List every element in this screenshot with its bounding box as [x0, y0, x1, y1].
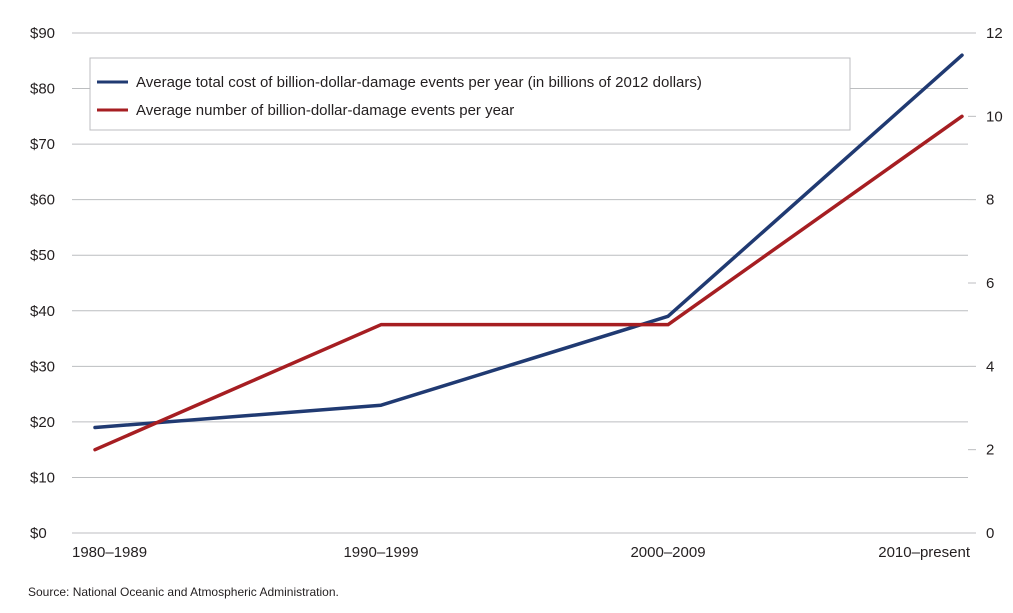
right-tick-label: 8 [986, 192, 994, 209]
right-axis-ticks: 0 2 4 6 8 10 12 [968, 25, 1003, 542]
source-note: Source: National Oceanic and Atmospheric… [28, 585, 339, 599]
right-tick-label: 4 [986, 358, 994, 375]
series-line-cost [93, 53, 964, 430]
left-tick-label: $0 [30, 525, 47, 542]
left-tick-label: $50 [30, 247, 55, 264]
x-axis-ticks: 1980–1989 1990–1999 2000–2009 2010–present [72, 544, 971, 561]
right-tick-label: 0 [986, 525, 994, 542]
legend-label-cost: Average total cost of billion-dollar-dam… [136, 74, 702, 91]
right-tick-label: 10 [986, 108, 1003, 125]
x-tick-label: 1980–1989 [72, 544, 147, 561]
x-tick-label: 1990–1999 [343, 544, 418, 561]
left-axis-ticks: $0 $10 $20 $30 $40 $50 $60 $70 $80 $90 [30, 25, 55, 542]
left-tick-label: $60 [30, 192, 55, 209]
left-tick-label: $90 [30, 25, 55, 42]
right-tick-label: 6 [986, 275, 994, 292]
series-line-count [93, 114, 964, 452]
right-tick-label: 2 [986, 442, 994, 459]
left-tick-label: $30 [30, 358, 55, 375]
right-tick-label: 12 [986, 25, 1003, 42]
x-tick-label: 2000–2009 [630, 544, 705, 561]
left-tick-label: $20 [30, 414, 55, 431]
left-tick-label: $80 [30, 81, 55, 98]
left-tick-label: $40 [30, 303, 55, 320]
legend-label-count: Average number of billion-dollar-damage … [136, 102, 514, 119]
x-tick-label: 2010–present [878, 544, 971, 561]
legend: Average total cost of billion-dollar-dam… [89, 57, 851, 131]
series-lines [93, 53, 964, 452]
legend-box [89, 57, 851, 131]
left-tick-label: $70 [30, 136, 55, 153]
left-tick-label: $10 [30, 469, 55, 486]
